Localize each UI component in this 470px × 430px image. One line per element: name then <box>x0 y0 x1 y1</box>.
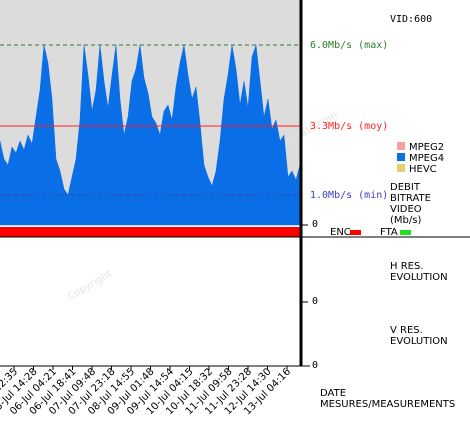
status-swatch <box>400 230 411 235</box>
y-axis-label: BITRATE <box>390 193 431 204</box>
legend-label: MPEG4 <box>409 153 444 164</box>
legend-swatch <box>397 153 405 161</box>
y-axis-label: DEBIT <box>390 182 421 193</box>
y-tick-label: 0 <box>312 219 318 230</box>
panel-title: H RES. <box>390 261 424 272</box>
status-swatch <box>350 230 361 235</box>
legend-swatch <box>397 164 405 172</box>
reference-label: 1.0Mb/s (min) <box>310 190 388 201</box>
info: VID:600 <box>390 14 432 25</box>
y-axis-label: (Mb/s) <box>390 215 421 226</box>
reference-label: 6.0Mb/s (max) <box>310 40 388 51</box>
status-band <box>0 227 300 237</box>
reference-label: 3.3Mb/s (moy) <box>310 121 388 132</box>
legend-swatch <box>397 142 405 150</box>
x-axis-label: DATE <box>320 388 346 399</box>
legend-label: MPEG2 <box>409 142 444 153</box>
x-axis-label: MESURES/MEASUREMENTS <box>320 399 455 410</box>
panel-title: EVOLUTION <box>390 336 448 347</box>
legend-label: HEVC <box>409 164 437 175</box>
status-label: ENC <box>330 227 351 238</box>
panel-title: EVOLUTION <box>390 272 448 283</box>
y-tick-label: 0 <box>312 360 318 371</box>
y-axis-label: VIDEO <box>390 204 422 215</box>
status-label: FTA <box>380 227 398 238</box>
panel-title: V RES. <box>390 325 423 336</box>
y-tick-label: 0 <box>312 296 318 307</box>
